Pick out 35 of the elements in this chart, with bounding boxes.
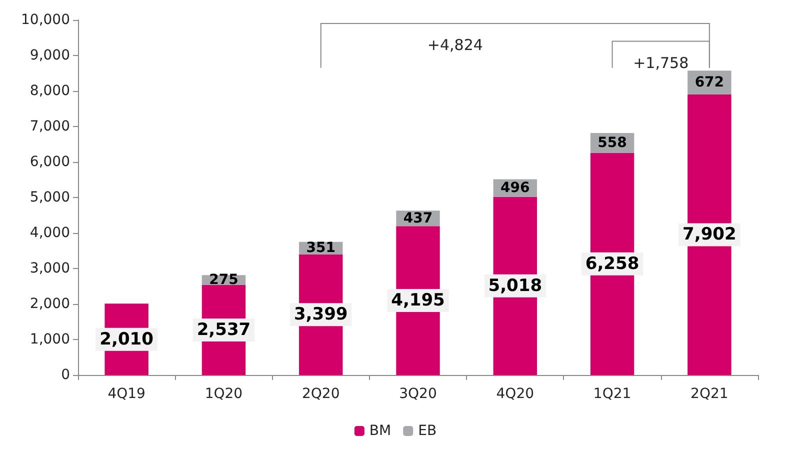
y-tick-label: 2,000 [30,296,70,312]
y-tick-label: 7,000 [30,118,70,134]
data-label: 2,537 [196,320,251,340]
data-label: 6,258 [585,254,640,274]
data-label: 2,010 [100,329,154,350]
data-label: 275 [209,272,238,288]
annotation: +4,824 [427,36,483,54]
data-label: 496 [500,180,530,196]
legend-label: EB [418,423,437,439]
data-label: 3,399 [294,304,348,325]
y-tick-label: 0 [61,367,70,383]
x-tick-label: 1Q21 [593,386,632,402]
x-tick-label: 2Q21 [690,386,728,402]
x-tick-label: 2Q20 [302,386,340,402]
x-tick-label: 1Q20 [204,386,243,402]
data-label: 672 [694,74,724,91]
y-tick-label: 6,000 [30,154,70,170]
y-tick-label: 8,000 [30,83,70,99]
y-tick-label: 3,000 [30,260,70,276]
x-tick-label: 3Q20 [399,386,437,402]
data-label: 4,195 [391,290,445,311]
y-tick-label: 1,000 [30,332,70,348]
data-label: 7,902 [682,224,736,245]
y-tick-label: 9,000 [30,48,70,64]
data-label: 351 [306,240,336,256]
annotation: +1,758 [633,54,689,72]
x-tick-label: 4Q19 [108,386,146,402]
y-tick-label: 5,000 [30,190,70,206]
y-tick-label: 4,000 [30,225,70,241]
x-tick-label: 4Q20 [496,386,534,402]
data-label: 437 [403,210,433,226]
data-label: 5,018 [488,276,542,296]
data-label: 558 [598,134,627,151]
y-tick-label: 10,000 [21,12,70,28]
legend-label: BM [369,423,392,439]
